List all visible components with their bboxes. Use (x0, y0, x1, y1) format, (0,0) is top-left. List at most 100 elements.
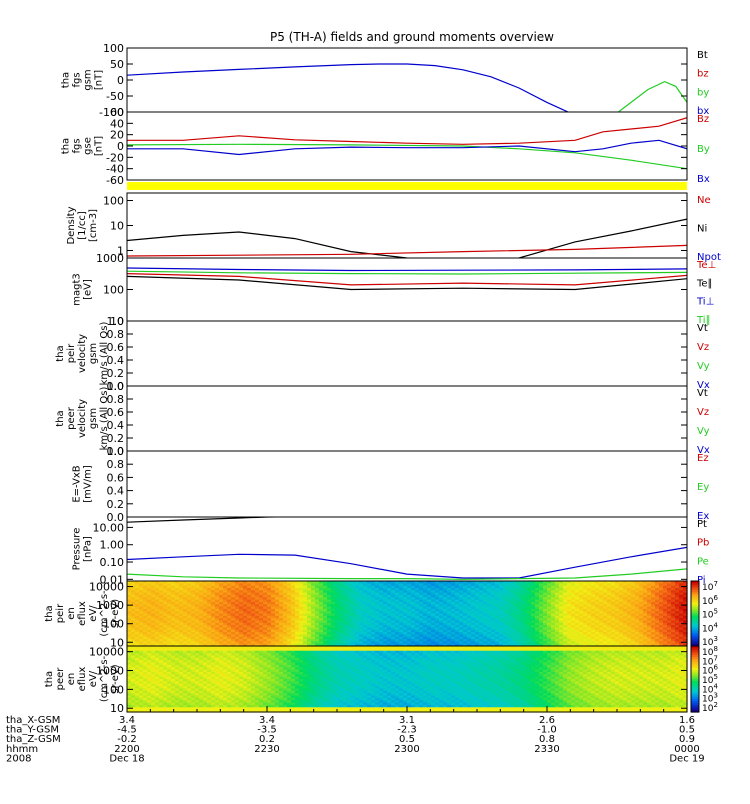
series-group-density (127, 219, 687, 259)
panel-frame (127, 48, 687, 112)
y-axis-label-line: eflux (77, 601, 88, 626)
y-axis-label-line: sr-eV) (110, 664, 121, 693)
colorbar-label: 106 (702, 594, 718, 607)
y-axis-label-line: (cm^2-s- (99, 590, 110, 637)
legend-entry: Bz (697, 114, 709, 125)
y-tick-label: 50 (110, 58, 124, 71)
y-tick-label: 0.8 (107, 458, 125, 471)
y-axis-label-line: tha (44, 605, 55, 621)
legend-entry: Vz (697, 407, 709, 418)
y-axis-label-line: gsm (88, 408, 99, 429)
y-axis-label-line: en (66, 607, 77, 620)
legend-entry: Vy (697, 426, 710, 437)
series-line (127, 547, 687, 578)
y-axis-label-line: [cm-3] (88, 209, 99, 242)
colorbar-exponent: 2 (713, 701, 717, 709)
series-group-fgs_gse (127, 118, 687, 169)
figure-title: P5 (TH-A) fields and ground moments over… (270, 30, 554, 44)
y-axis-label-line: magt3 (72, 273, 83, 306)
y-axis-label-line: gsm (88, 343, 99, 364)
y-axis-label-line: [1/cc] (77, 211, 88, 240)
legend-entry: Bt (697, 50, 708, 61)
panel-frame (127, 517, 687, 581)
y-tick-label: 0.4 (107, 485, 125, 498)
heatmap-peer_eflux (127, 646, 688, 713)
y-tick-label: 10 (110, 220, 124, 233)
legend-entry: Vz (697, 342, 709, 353)
y-axis-label-line: peir (55, 603, 66, 623)
y-axis-label-line: gse (83, 137, 94, 155)
legend-entry: Pe (697, 556, 709, 567)
y-axis-label-line: peer (66, 406, 77, 430)
y-axis-label-line: gsm (83, 69, 94, 90)
panel-frame (127, 258, 687, 321)
footer-value: 2230 (254, 744, 279, 755)
y-axis-label-line: E=-VxB (72, 465, 83, 502)
legend-entry: Te∥ (696, 278, 713, 289)
y-tick-label: 10 (110, 702, 124, 715)
colorbar-exponent: 7 (713, 654, 717, 662)
y-axis-label-line: tha (55, 410, 66, 426)
y-tick-label: 10.00 (93, 521, 125, 534)
series-line (127, 64, 575, 115)
y-tick-label: 1.00 (100, 539, 125, 552)
legend-entry: Ne (697, 195, 711, 206)
panel-frame (127, 451, 687, 517)
y-tick-label: 0.2 (107, 498, 125, 511)
colorbar-exponent: 3 (713, 635, 717, 643)
y-axis-label-line: km/s (All Qs) (99, 387, 110, 451)
colorbar-exponent: 6 (713, 664, 718, 672)
y-axis-label-pressure: Pressure[nPa] (72, 528, 94, 571)
y-axis-label-line: fgs (72, 138, 83, 153)
y-axis-label-line: en (66, 673, 77, 686)
legend-entry: Pt (697, 519, 707, 530)
colorbar-exponent: 8 (713, 645, 717, 653)
y-axis-label-line: sr-eV) (110, 599, 121, 628)
y-axis-label-line: velocity (77, 399, 88, 438)
yellow-flag-bar (127, 182, 687, 190)
colorbar-exponent: 4 (713, 621, 718, 629)
legend-entry: Vt (697, 388, 708, 399)
heatmap-peir_eflux (127, 581, 688, 647)
colorbar-label: 105 (702, 608, 718, 621)
colorbar-exponent: 5 (713, 608, 717, 616)
y-axis-label-line: eV/ (88, 670, 99, 687)
legend-entry: Te⊥ (696, 260, 716, 271)
y-tick-label: 100 (103, 284, 124, 297)
footer-row-label: 2008 (6, 753, 31, 764)
y-axis-label-line: (cm^2-s- (99, 655, 110, 702)
legend-entry: Ey (697, 482, 709, 493)
footer-value: Dec 18 (109, 753, 144, 764)
series-group-magt3 (127, 268, 687, 290)
colorbar-exponent: 3 (713, 692, 717, 700)
colorbar-exponent: 7 (713, 580, 717, 588)
y-axis-label-line: [nT] (94, 70, 105, 90)
y-tick-label: 100 (103, 42, 124, 55)
footer-value: Dec 19 (669, 753, 704, 764)
colorbar-label: 104 (702, 621, 718, 634)
series-group-pressure (127, 517, 687, 580)
y-tick-label: 0 (117, 74, 124, 87)
series-line (127, 245, 687, 256)
legend-entry: Ni (697, 224, 707, 235)
y-tick-label: 0.6 (107, 471, 125, 484)
legend-entry: bz (697, 69, 709, 80)
y-axis-label-line: eflux (77, 667, 88, 692)
colorbar-peer_eflux (691, 646, 699, 713)
y-axis-label-line: tha (44, 671, 55, 687)
legend-entry: by (697, 87, 709, 98)
y-tick-label: 0.10 (100, 556, 125, 569)
series-group-fgs_gsm (127, 64, 687, 115)
footer-value: 2300 (394, 744, 419, 755)
